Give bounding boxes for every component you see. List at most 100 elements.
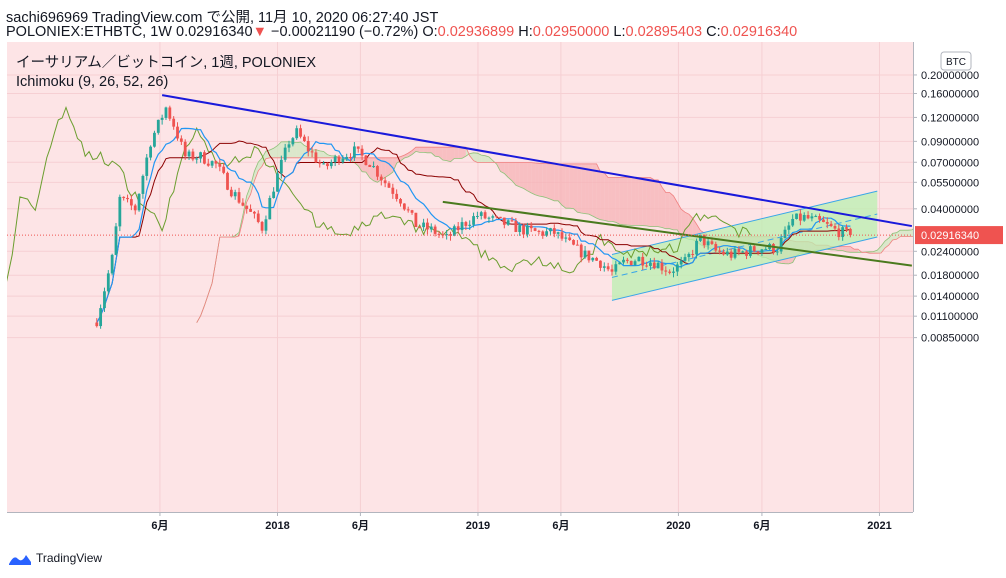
time-axis[interactable]: 6月 2018 6月 2019 6月 2020 6月 2021 [7, 512, 913, 540]
cloud-segment [877, 246, 882, 254]
candle-body [260, 221, 264, 231]
candle-body [172, 118, 176, 127]
candle-body [775, 251, 779, 253]
price-tick-label: 0.04000000 [921, 204, 979, 216]
price-axis[interactable]: 0.20000000 0.16000000 0.12000000 0.09000000… [913, 42, 1006, 512]
cloud-segment [638, 177, 643, 226]
candle-body [341, 158, 345, 163]
price-tick-label: 0.16000000 [921, 89, 979, 101]
candle-body [295, 128, 299, 139]
price-tick-label: 0.01400000 [921, 291, 979, 303]
price-tick-label: 0.01800000 [921, 270, 979, 282]
chart-legend: イーサリアム／ビットコイン, 1週, POLONIEX Ichimoku (9,… [16, 54, 316, 92]
indicator-label[interactable]: Ichimoku (9, 26, 52, 26) [16, 74, 169, 90]
candle-body [641, 256, 645, 266]
time-tick-label: 2021 [867, 520, 891, 532]
candle-body [395, 193, 399, 199]
cloud-segment [569, 163, 574, 209]
candle-body [364, 155, 368, 166]
price-change: −0.00021190 (−0.72%) [271, 24, 419, 40]
candle-body [287, 144, 291, 148]
price-tick-label: 0.12000000 [921, 112, 979, 124]
cloud-segment [273, 145, 278, 158]
cloud-segment [600, 171, 605, 221]
price-chart[interactable] [0, 42, 951, 512]
cloud-segment [646, 177, 651, 227]
cloud-segment [481, 155, 486, 163]
candle-body [283, 147, 287, 160]
candle-body [798, 213, 802, 221]
candle-body [472, 216, 475, 225]
candle-body [229, 189, 233, 197]
candle-body [714, 243, 718, 251]
cloud-segment [450, 147, 455, 162]
candle-body [599, 260, 602, 268]
candle-body [210, 161, 214, 166]
candle-body [818, 216, 821, 220]
cloud-segment [588, 163, 593, 217]
cloud-segment [454, 147, 459, 159]
candle-body [276, 173, 279, 192]
candle-body [245, 205, 249, 209]
candle-body [737, 248, 741, 252]
cloud-segment [565, 163, 570, 209]
cloud-segment [527, 162, 532, 193]
candle-body [406, 209, 410, 211]
candle-body [414, 212, 418, 227]
candle-body [237, 192, 241, 203]
candle-body [579, 244, 583, 258]
candle-body [176, 126, 179, 139]
cloud-segment [881, 241, 885, 253]
candle-body [533, 228, 537, 231]
cloud-segment [427, 147, 432, 153]
candle-body [137, 193, 141, 211]
candle-body [218, 163, 222, 167]
time-tick-label: 6月 [352, 519, 369, 532]
cloud-segment [904, 230, 909, 237]
candle-body [249, 208, 252, 212]
cloud-segment [531, 162, 536, 195]
cloud-segment [512, 162, 516, 186]
candle-body [506, 220, 510, 225]
cloud-segment [619, 177, 624, 225]
candle-body [837, 228, 841, 238]
candle-body [541, 231, 545, 236]
cloud-segment [892, 232, 897, 240]
cloud-segment [277, 141, 282, 158]
cloud-segment [415, 147, 420, 153]
candle-body [314, 152, 318, 163]
cloud-segment [542, 163, 547, 198]
candle-body [129, 199, 133, 206]
cloud-segment [442, 147, 447, 161]
candle-body [179, 138, 183, 142]
candle-body [602, 266, 606, 268]
candle-body [622, 259, 625, 263]
candles [95, 105, 852, 329]
candle-body [545, 231, 549, 236]
candle-body [725, 251, 729, 255]
candle-body [791, 218, 795, 226]
candle-body [649, 262, 652, 266]
candle-body [722, 251, 725, 255]
candle-body [99, 308, 103, 327]
candle-body [168, 107, 172, 119]
candle-body [399, 198, 402, 204]
candle-body [752, 246, 756, 252]
time-tick-label: 6月 [753, 519, 770, 532]
candle-body [587, 250, 591, 261]
currency-badge [940, 51, 972, 71]
price-tick-label: 0.09000000 [921, 136, 979, 148]
cloud-segment [254, 162, 259, 182]
last-price-tag [915, 226, 1003, 245]
cloud-segment [654, 179, 659, 227]
cloud-segment [485, 155, 489, 163]
chart-pane[interactable] [0, 42, 951, 512]
candle-body [645, 265, 648, 267]
price-tick-label: 0.01100000 [921, 311, 978, 323]
cloud-segment [685, 212, 689, 240]
cloud-segment [615, 177, 620, 225]
cloud-segment [581, 163, 586, 214]
candle-body [706, 241, 710, 246]
cloud-segment [661, 187, 666, 229]
candle-body [345, 156, 349, 159]
